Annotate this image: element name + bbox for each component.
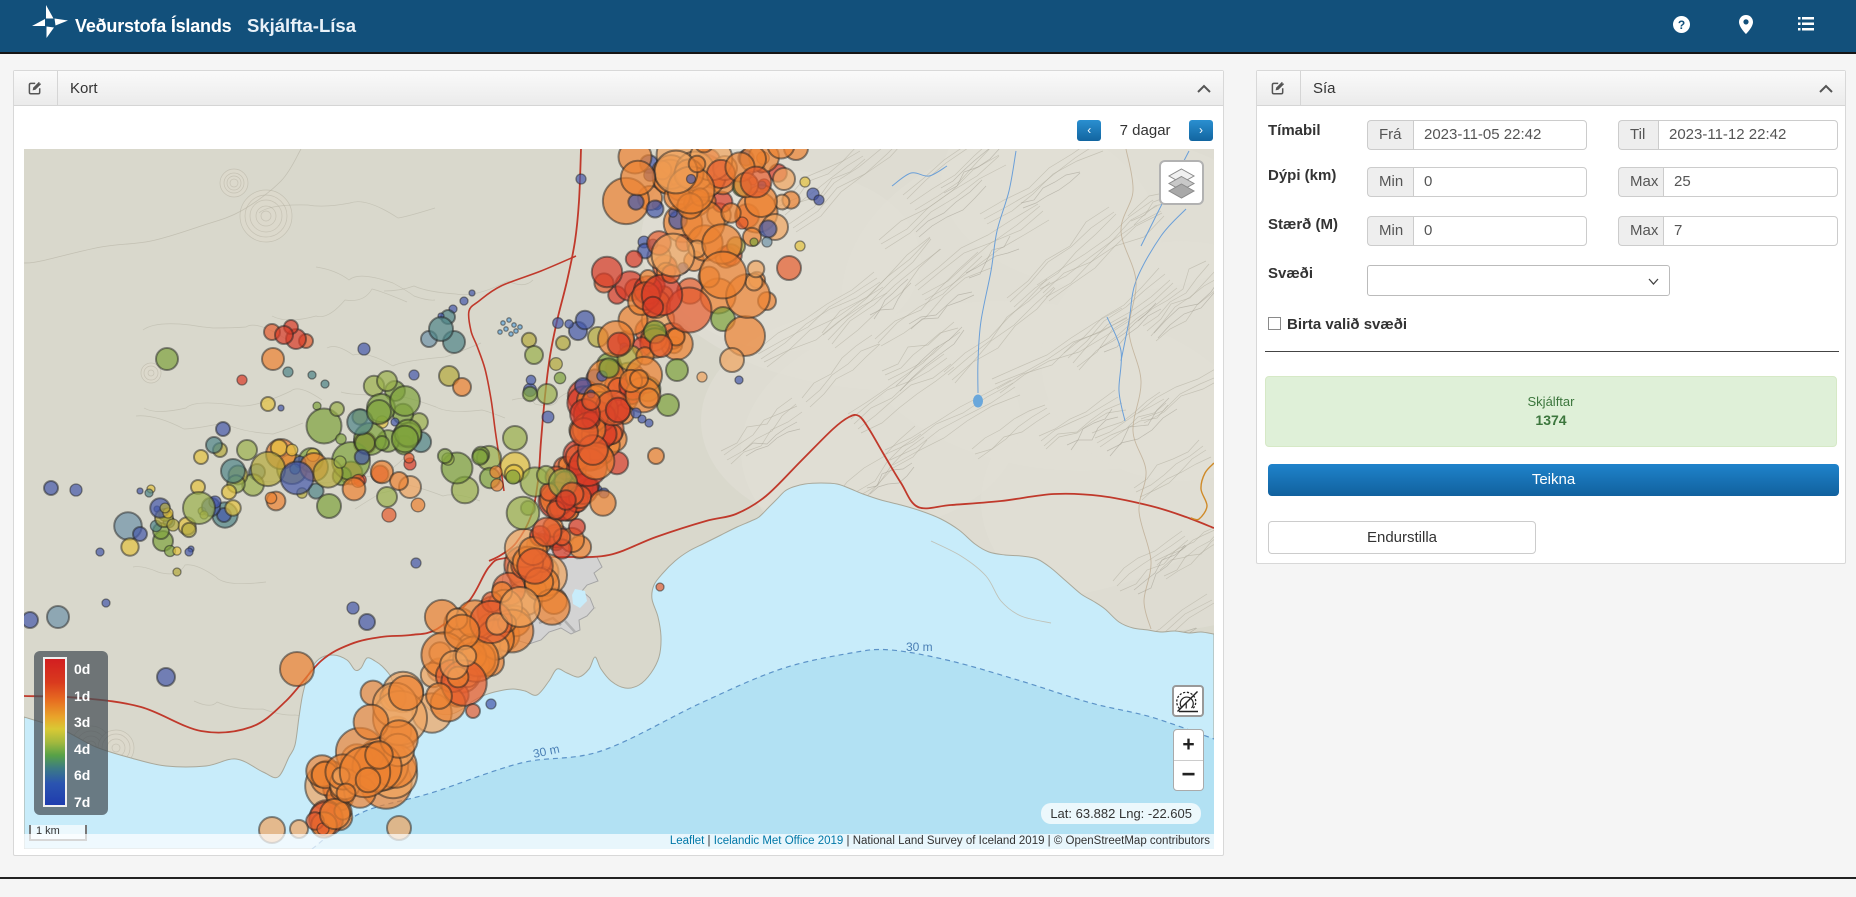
svg-text:30 m: 30 m bbox=[532, 742, 561, 761]
svg-text:30 m: 30 m bbox=[906, 640, 933, 654]
svg-text:?: ? bbox=[1678, 18, 1685, 32]
